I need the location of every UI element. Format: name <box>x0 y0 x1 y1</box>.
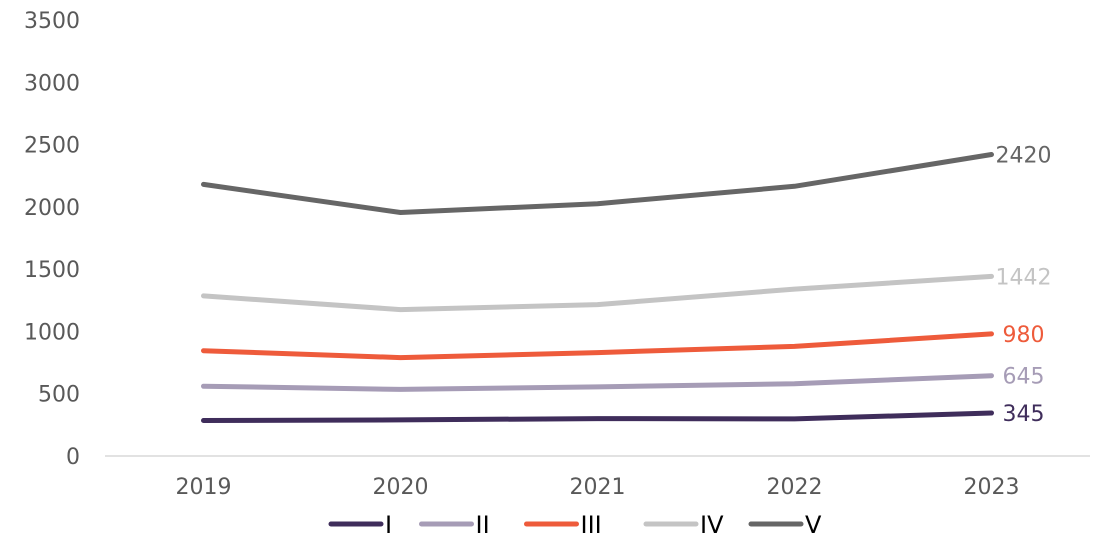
data-label: 345 <box>1003 402 1045 427</box>
series-line-3 <box>201 331 994 361</box>
x-tick-label: 2023 <box>964 475 1020 500</box>
x-tick-label: 2019 <box>176 475 232 500</box>
legend-label: III <box>581 511 602 539</box>
series-line-5 <box>201 152 994 215</box>
data-label: 2420 <box>996 144 1052 169</box>
y-tick-label: 3000 <box>24 71 80 96</box>
x-tick-label: 2022 <box>767 475 823 500</box>
legend: I II III IV V <box>328 511 822 539</box>
series-layer <box>201 152 994 423</box>
y-axis: 0 500 1000 1500 2000 2500 3000 3500 <box>24 9 80 470</box>
x-tick-label: 2021 <box>570 475 626 500</box>
data-label: 645 <box>1003 365 1045 390</box>
y-tick-label: 2500 <box>24 134 80 159</box>
legend-label: V <box>805 511 822 539</box>
y-tick-label: 0 <box>66 445 80 470</box>
y-tick-label: 1000 <box>24 320 80 345</box>
legend-label: I <box>385 511 392 539</box>
end-labels: 345 645 980 1442 2420 <box>996 144 1052 427</box>
legend-label: II <box>476 511 490 539</box>
legend-label: IV <box>700 511 724 539</box>
y-tick-label: 500 <box>38 383 80 408</box>
y-tick-label: 3500 <box>24 9 80 34</box>
x-tick-label: 2020 <box>373 475 429 500</box>
data-label: 1442 <box>996 265 1052 290</box>
series-line-1 <box>201 410 994 423</box>
data-label: 980 <box>1003 323 1045 348</box>
series-line-4 <box>201 273 994 313</box>
series-line-2 <box>201 373 994 392</box>
y-tick-label: 2000 <box>24 196 80 221</box>
x-axis: 2019 2020 2021 2022 2023 <box>105 455 1090 500</box>
y-tick-label: 1500 <box>24 258 80 283</box>
